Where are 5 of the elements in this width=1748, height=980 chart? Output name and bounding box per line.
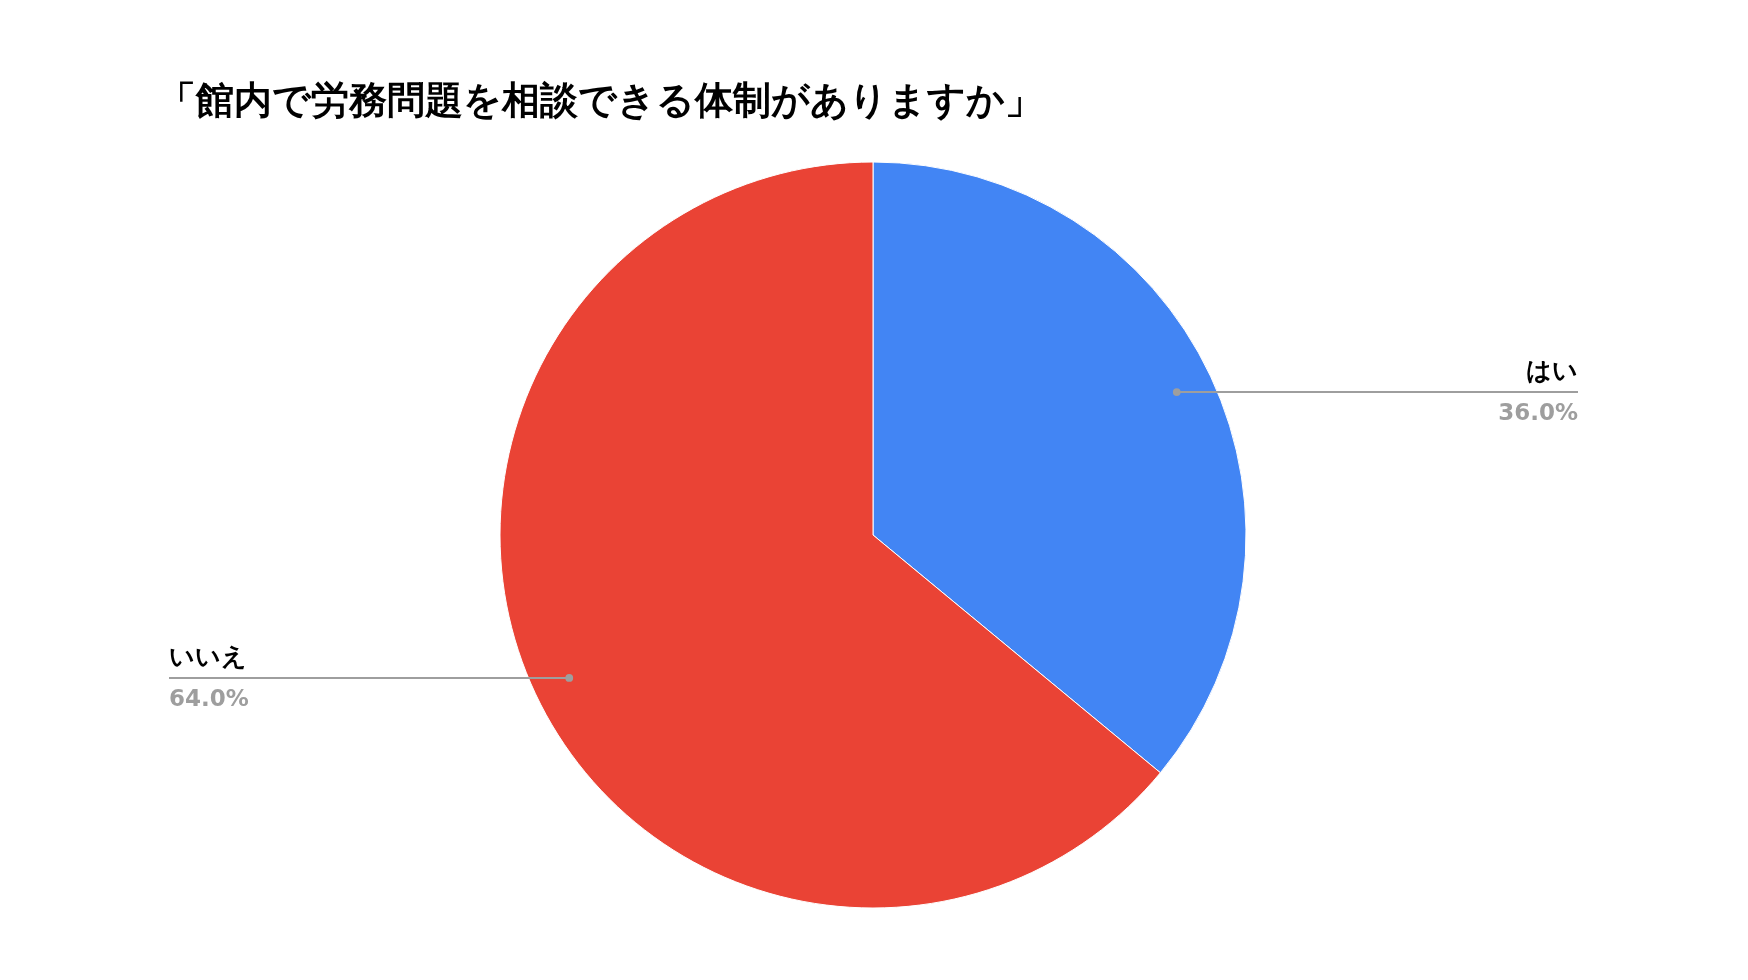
- chart-title: 「館内で労務問題を相談できる体制がありますか」: [158, 78, 1043, 122]
- slice-label: はい: [1526, 356, 1578, 386]
- data-label: 36.0%: [1498, 399, 1578, 426]
- slice-label: いいえ: [169, 641, 247, 671]
- data-label: 64.0%: [169, 684, 249, 711]
